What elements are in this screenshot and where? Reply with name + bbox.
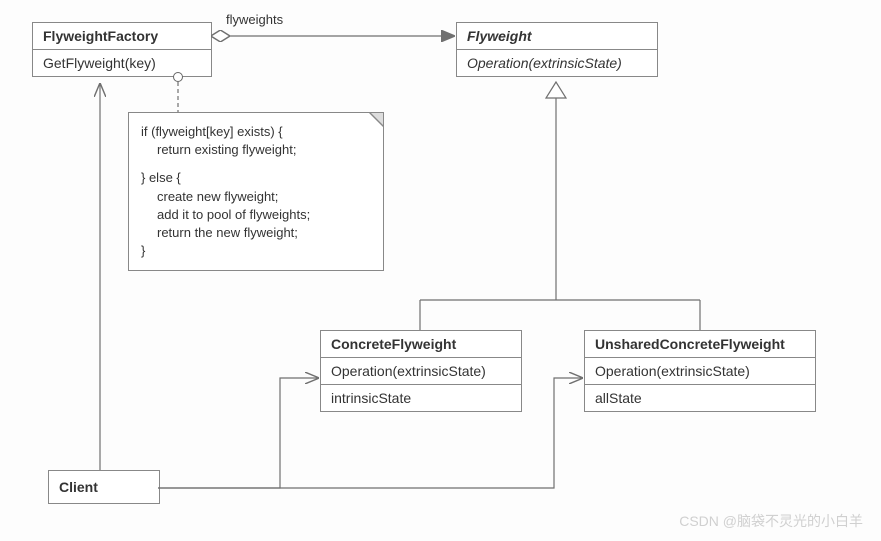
note-pseudocode: if (flyweight[key] exists) { return exis… [128,112,384,271]
note-line: return the new flyweight; [141,224,371,242]
note-line: } else { [141,169,371,187]
note-line: add it to pool of flyweights; [141,206,371,224]
class-concrete-flyweight: ConcreteFlyweight Operation(extrinsicSta… [320,330,522,412]
note-line: if (flyweight[key] exists) { [141,123,371,141]
class-title: Flyweight [457,23,657,50]
class-operation: Operation(extrinsicState) [457,50,657,76]
class-client: Client [48,470,160,504]
class-title: UnsharedConcreteFlyweight [585,331,815,358]
class-operation: GetFlyweight(key) [33,50,211,76]
class-unshared-concrete-flyweight: UnsharedConcreteFlyweight Operation(extr… [584,330,816,412]
class-flyweight-factory: FlyweightFactory GetFlyweight(key) [32,22,212,77]
edge-client-to-concrete [158,378,318,488]
note-line: create new flyweight; [141,188,371,206]
class-attribute: intrinsicState [321,385,521,411]
class-operation: Operation(extrinsicState) [585,358,815,385]
class-title: Client [49,471,159,503]
note-spacer [141,159,371,169]
watermark-text: CSDN @脑袋不灵光的小白羊 [679,511,863,531]
note-line: return existing flyweight; [141,141,371,159]
class-flyweight: Flyweight Operation(extrinsicState) [456,22,658,77]
association-label: flyweights [226,12,283,27]
interface-lollipop-icon [173,72,183,82]
gen-triangle-icon [546,82,566,98]
class-attribute: allState [585,385,815,411]
class-title: ConcreteFlyweight [321,331,521,358]
class-title: FlyweightFactory [33,23,211,50]
class-operation: Operation(extrinsicState) [321,358,521,385]
note-line: } [141,242,371,260]
